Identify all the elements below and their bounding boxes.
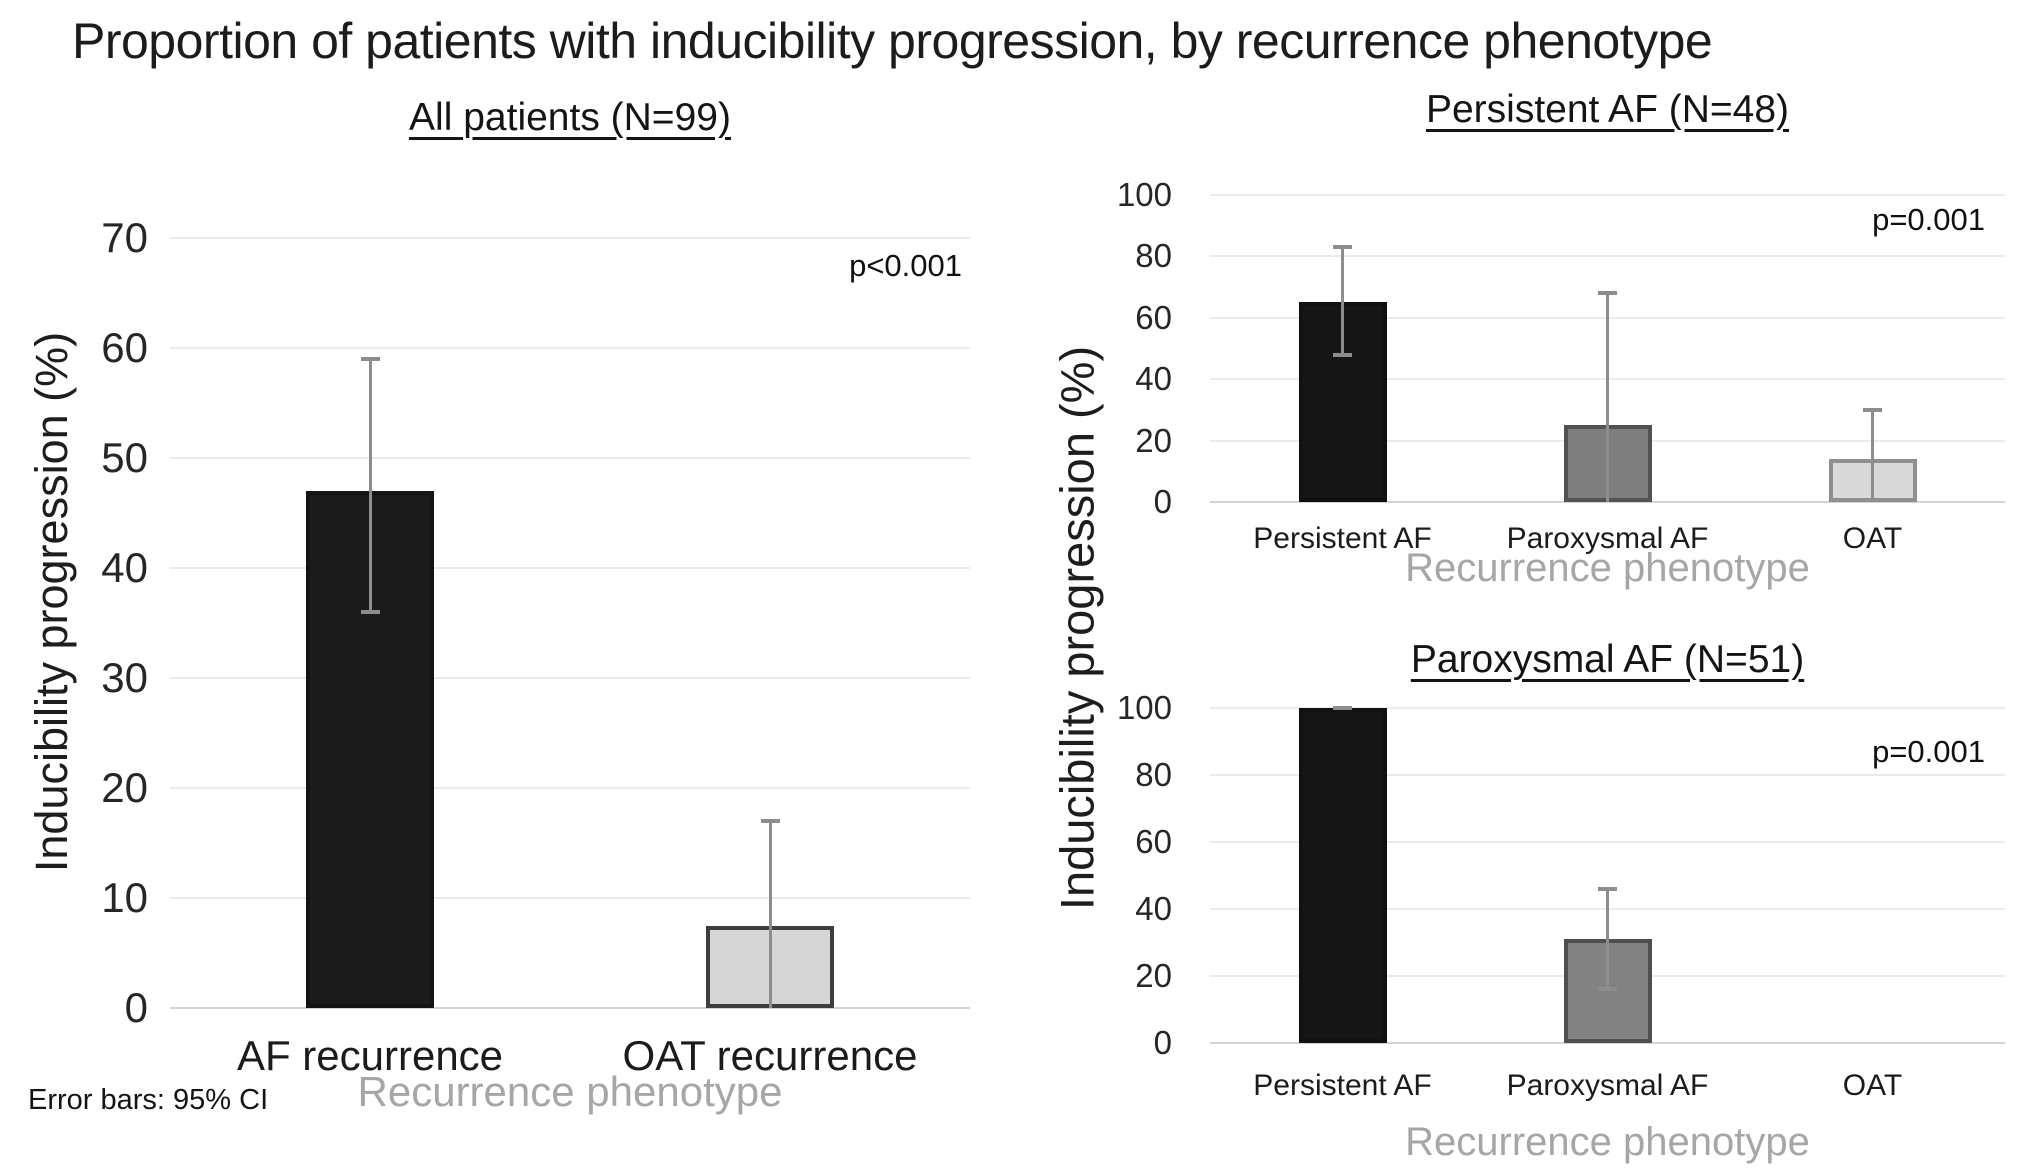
gridline [170,347,970,349]
plot-area: 100 80 60 40 20 0 Persistent AF Paroxysmal AF OA… [1117,167,2005,555]
p-value-label: p=0.001 [1872,734,1985,769]
x-tick-label: OAT [1842,522,1903,555]
y-tick-label: 0 [1153,1024,1172,1061]
y-tick-label: 0 [1153,483,1172,520]
error-bars-footnote: Error bars: 95% CI [28,1084,269,1116]
error-bar [1606,293,1609,502]
y-tick-label: 20 [101,764,148,811]
gridline [170,787,970,789]
y-tick-label: 0 [124,984,148,1031]
x-axis-label: Recurrence phenotype [1405,1120,1810,1164]
plot-area: 70 60 50 40 30 20 10 0 AF recurrence OAT recurren… [101,191,970,1079]
y-tick-label: 60 [1135,298,1172,336]
gridline [170,237,970,239]
bar [1298,708,1387,1043]
y-tick-label: 30 [101,654,148,701]
p-value-label: p<0.001 [849,248,962,283]
gridline [1210,841,2005,843]
error-bar [368,359,372,612]
x-tick-label: OAT recurrence [622,1032,918,1079]
y-tick-label: 20 [1135,421,1172,459]
figure-title: Proportion of patients with inducibility… [72,13,1713,69]
y-tick-label: 80 [1135,756,1172,793]
x-axis-line [170,1007,970,1009]
y-tick-label: 60 [101,324,148,371]
chart-title: Persistent AF (N=48) [1425,88,1790,131]
x-axis-label: Recurrence phenotype [1405,546,1810,590]
error-bar-cap-bottom [360,610,380,614]
y-tick-label: 20 [1135,957,1172,994]
y-tick-label: 70 [101,214,148,261]
gridline [1210,707,2005,709]
error-bar-cap-top [1333,706,1352,710]
y-tick-label: 40 [1135,360,1172,398]
gridline [170,567,970,569]
gridline [1210,255,2005,258]
y-tick-label: 40 [101,544,148,591]
chart-all-patients: All patients (N=99) p<0.001 Inducibility… [0,70,1010,1175]
y-tick-label: 40 [1135,890,1172,927]
x-tick-label: Persistent AF [1253,522,1432,555]
gridline [1210,194,2005,196]
x-tick-label: OAT [1842,1069,1903,1102]
x-tick-label: Paroxysmal AF [1506,1069,1709,1102]
y-tick-label: 60 [1135,823,1172,860]
error-bar [1871,409,1874,502]
y-tick-label: 10 [101,874,148,921]
chart-persistent-af: Persistent AF (N=48) p=0.001 100 80 60 40 20… [1117,70,2019,630]
error-bar-cap-top [1333,245,1352,250]
y-tick-label: 100 [1116,176,1172,213]
y-tick-label: 80 [1135,237,1172,275]
x-axis-label: Recurrence phenotype [357,1068,783,1115]
p-value-label: p=0.001 [1872,202,1985,237]
chart-title: All patients (N=99) [409,96,731,139]
x-tick-label: AF recurrence [236,1032,504,1079]
gridline [170,457,970,459]
error-bar-cap-top [1598,291,1617,296]
error-bar [1606,888,1609,990]
error-bar-cap-top [360,357,380,361]
gridline [1210,774,2005,776]
error-bar-cap-bottom [1333,352,1352,357]
plot-area: 100 80 60 40 20 0 Persistent AF Paroxysmal AF OA… [1117,680,2005,1102]
chart-paroxysmal-af: Paroxysmal AF (N=51) p=0.001 100 80 60 40 20… [1117,630,2019,1175]
x-axis-line [1210,501,2005,503]
chart-title: Paroxysmal AF (N=51) [1410,638,1805,681]
error-bar [768,821,772,1008]
y-tick-label: 50 [101,434,148,481]
y-tick-label: 100 [1116,689,1172,726]
error-bar [1341,247,1344,355]
x-axis-line [1210,1042,2005,1044]
x-tick-label: Paroxysmal AF [1506,522,1709,555]
error-bar-cap-top [1598,886,1617,891]
x-tick-label: Persistent AF [1253,1069,1432,1102]
gridline [170,897,970,899]
error-bar-cap-bottom [1598,987,1617,992]
error-bar-cap-top [1863,407,1882,412]
gridline [170,677,970,679]
y-axis-label-right: Inducibility progression (%) [1050,345,1104,911]
error-bar-cap-top [760,819,780,823]
